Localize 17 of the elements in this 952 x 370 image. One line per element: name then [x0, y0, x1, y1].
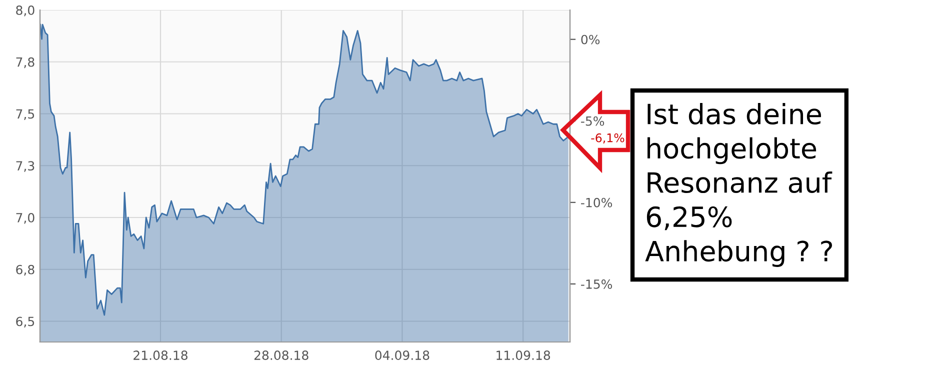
y-tick-label: 8,0 — [16, 5, 34, 16]
text: Ist das deine hochgelobte Resonanz auf 6,25% Anhebung ? ? — [645, 103, 832, 267]
y-tick-label: 7,5 — [16, 109, 34, 120]
y-tick-label: 6,8 — [16, 264, 34, 276]
x-tick-label: 11.09.18 — [496, 350, 550, 360]
y-tick-label: 7,8 — [16, 57, 34, 68]
y-tick-label: 6,5 — [16, 316, 34, 328]
x-tick-label: 21.08.18 — [134, 350, 188, 360]
y-tick-label: 7,3 — [16, 161, 34, 172]
y-tick-label: 7,0 — [16, 212, 34, 224]
annotation: -6,1% — [591, 133, 624, 144]
y2-tick-label: -5% — [581, 116, 604, 126]
x-tick-label: 04.09.18 — [375, 350, 430, 360]
y2-tick-label: 0% — [581, 34, 600, 44]
y2-tick-label: -15% — [581, 279, 612, 289]
y2-tick-label: -10% — [581, 198, 612, 208]
x-tick-label: 28.08.18 — [254, 350, 308, 360]
